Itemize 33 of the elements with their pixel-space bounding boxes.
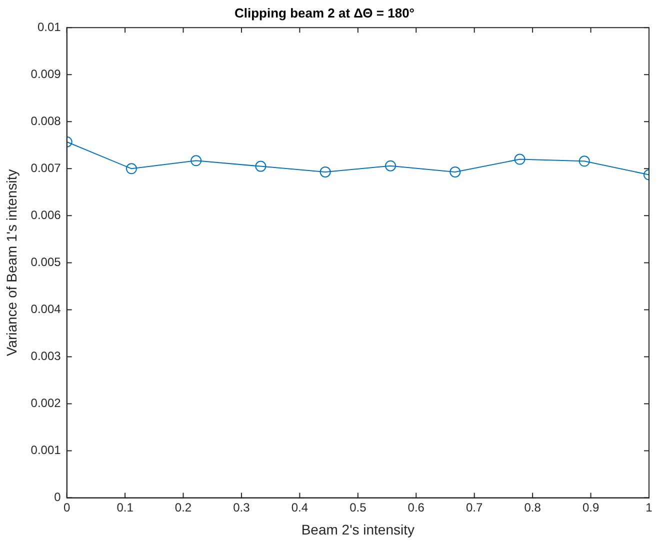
y-tick-label: 0.008: [30, 114, 62, 128]
y-tick-label: 0.004: [30, 302, 62, 316]
x-tick-label: 0.5: [350, 500, 367, 514]
y-tick-label: 0.007: [30, 160, 62, 175]
point: [126, 163, 137, 174]
y-tick-label: 0.006: [30, 208, 62, 222]
x-tick-label: 0.1: [116, 500, 134, 514]
x-tick-label: 1: [646, 500, 653, 514]
x-tick-label: 0.4: [291, 500, 308, 514]
y-tick-label: 0.009: [30, 66, 62, 81]
x-tick-label: 0: [63, 500, 70, 514]
point: [320, 166, 331, 178]
x-tick-label: 0.3: [233, 500, 250, 514]
y-tick-label: 0: [54, 490, 62, 504]
x-tick-label: 0.9: [582, 500, 600, 514]
x-tick-label: 0.7: [466, 500, 484, 514]
y-tick-label: 0.002: [30, 396, 62, 410]
y-tick-label: 0.001: [30, 443, 62, 458]
point: [255, 160, 266, 172]
x-tick-label: 0.2: [174, 500, 192, 514]
point: [578, 156, 590, 167]
x-tick-label: 0.6: [408, 500, 425, 514]
point: [190, 155, 202, 166]
x-axis-title: Beam 2's intensity: [301, 521, 414, 538]
point: [385, 160, 396, 172]
chart-title: Clipping beam 2 at ΔΘ = 180°: [234, 5, 414, 20]
y-axis-title: Variance of Beam 1's intensity: [3, 169, 20, 356]
y-tick-label: 0.01: [37, 20, 62, 34]
y-tick-label: 0.005: [30, 255, 62, 270]
y-tick-label: 0.003: [30, 349, 62, 364]
point: [450, 166, 461, 178]
x-tick-label: 0.8: [524, 500, 542, 514]
point: [514, 154, 526, 165]
